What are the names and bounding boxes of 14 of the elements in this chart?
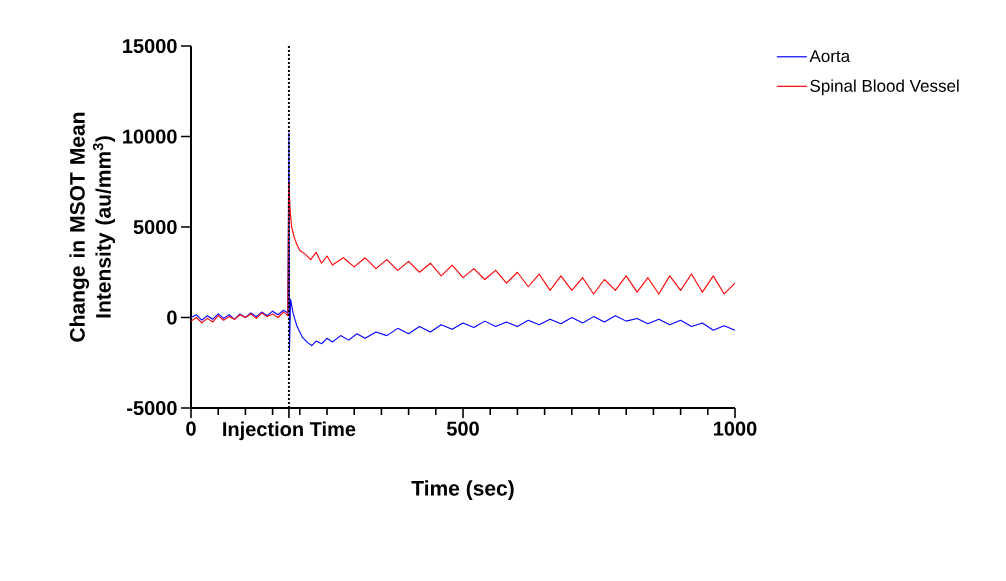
y-tick-label: 5000 bbox=[133, 219, 177, 235]
x-axis-title: Time (sec) bbox=[411, 480, 514, 500]
legend-label: Aorta bbox=[809, 50, 851, 63]
x-tick-label: Injection Time bbox=[223, 421, 356, 441]
line-series bbox=[190, 181, 736, 324]
x-tick-label: 1000 bbox=[714, 421, 757, 436]
y-tick-label: 10000 bbox=[123, 129, 177, 144]
x-tick-label: 500 bbox=[446, 421, 479, 436]
y-tick-label: 15000 bbox=[123, 38, 177, 54]
y-tick-label: 0 bbox=[167, 310, 177, 325]
legend-label: Spinal Blood Vessel bbox=[810, 79, 959, 96]
x-tick-label: 0 bbox=[186, 421, 196, 436]
y-tick-label: -5000 bbox=[127, 400, 177, 416]
line-series bbox=[190, 132, 736, 351]
